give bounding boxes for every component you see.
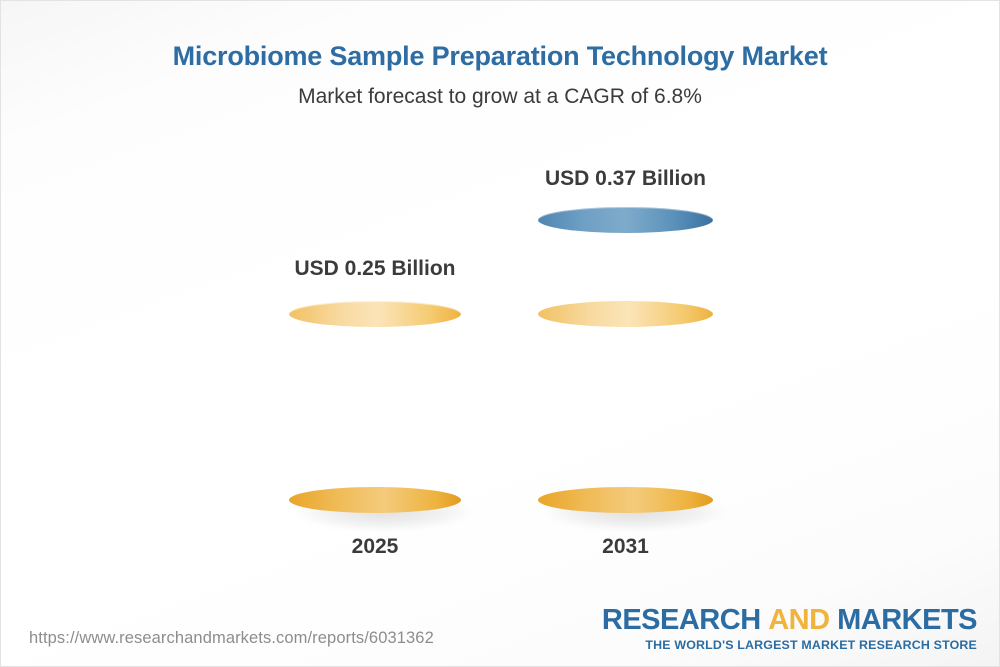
bar-cylinder-2031 xyxy=(538,207,713,513)
bar-cylinder-rim-2025 xyxy=(289,301,461,327)
bar-category-label-2031: 2031 xyxy=(602,535,649,558)
bar-cylinder-body-gold-2031 xyxy=(538,314,713,500)
bar-cylinder-top-2025 xyxy=(289,301,461,327)
bar-segment-divider-2031 xyxy=(538,301,713,327)
bar-group-2031: USD 0.37 Billion 2031 xyxy=(538,1,726,666)
brand-tagline: THE WORLD'S LARGEST MARKET RESEARCH STOR… xyxy=(645,638,977,652)
brand-name: RESEARCH AND MARKETS xyxy=(601,603,978,636)
brand-word-markets: MARKETS xyxy=(837,603,977,636)
bar-cylinder-2025 xyxy=(289,301,461,513)
bar-value-label-2025: USD 0.25 Billion xyxy=(294,257,456,280)
bar-cylinder-bottom-2031 xyxy=(538,487,713,513)
bar-cylinder-body-2025 xyxy=(289,314,461,500)
bar-cylinder-body-blue-2031 xyxy=(538,220,713,314)
bar-group-2025: USD 0.25 Billion 2025 xyxy=(289,1,473,666)
brand-logo: RESEARCH AND MARKETS THE WORLD'S LARGEST… xyxy=(601,603,978,652)
bar-value-label-2031: USD 0.37 Billion xyxy=(544,167,707,190)
chart-header: Microbiome Sample Preparation Technology… xyxy=(1,1,999,109)
bar-cylinder-rim-2031 xyxy=(538,207,713,233)
page-title: Microbiome Sample Preparation Technology… xyxy=(172,41,828,71)
bar-cylinder-top-2031 xyxy=(538,207,713,233)
bar-cylinder-bottom-2025 xyxy=(289,487,461,513)
source-url-link[interactable]: https://www.researchandmarkets.com/repor… xyxy=(29,629,434,647)
bar-category-label-2025: 2025 xyxy=(351,535,399,558)
brand-word-research: RESEARCH xyxy=(601,603,761,636)
footer: https://www.researchandmarkets.com/repor… xyxy=(1,584,999,666)
chart-subtitle: Market forecast to grow at a CAGR of 6.8… xyxy=(298,85,702,108)
brand-word-and: AND xyxy=(768,603,830,636)
